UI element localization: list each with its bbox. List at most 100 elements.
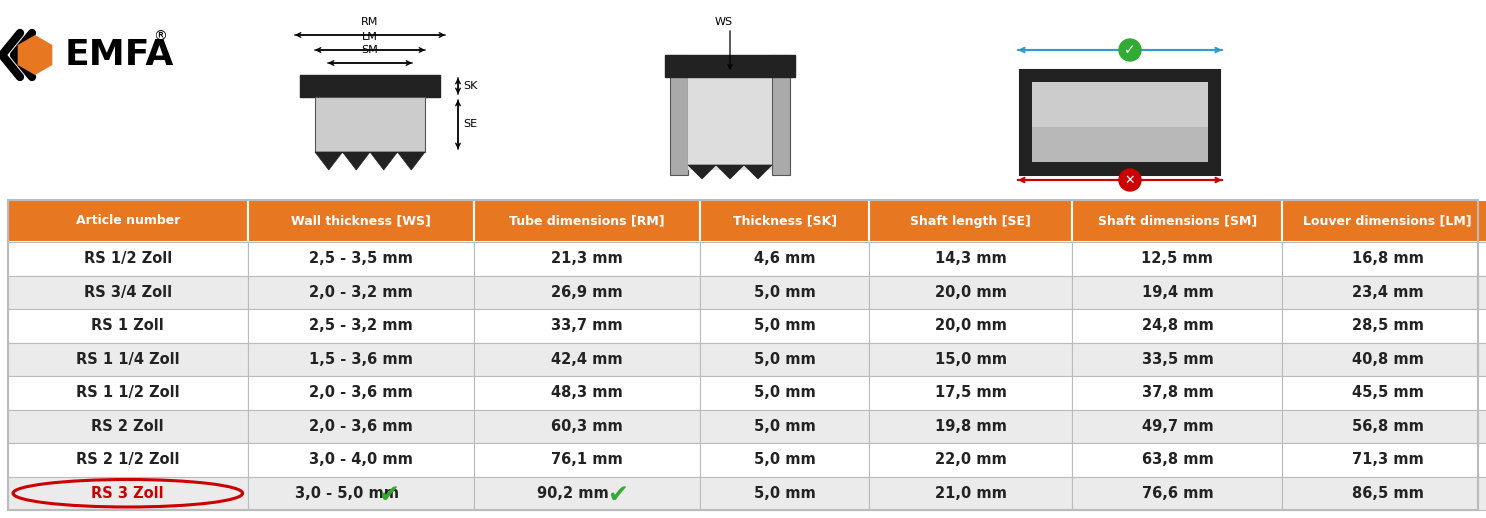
Bar	[1282, 276, 1486, 309]
Bar	[7, 200, 248, 242]
Text: SK: SK	[464, 81, 477, 91]
Bar	[1073, 443, 1282, 477]
Text: Louver dimensions [LM]: Louver dimensions [LM]	[1303, 214, 1473, 227]
Text: 16,8 mm: 16,8 mm	[1352, 251, 1424, 266]
Bar	[7, 376, 248, 410]
Bar	[1073, 200, 1282, 242]
Bar	[248, 242, 474, 276]
Bar	[700, 376, 869, 410]
Text: 63,8 mm: 63,8 mm	[1141, 452, 1213, 467]
Bar	[1282, 443, 1486, 477]
Bar	[773, 55, 791, 175]
Text: SE: SE	[464, 119, 477, 129]
Bar	[248, 376, 474, 410]
Bar	[869, 477, 1073, 510]
Polygon shape	[397, 152, 425, 170]
Text: 2,0 - 3,6 mm: 2,0 - 3,6 mm	[309, 419, 413, 434]
Text: 22,0 mm: 22,0 mm	[935, 452, 1006, 467]
Text: WS: WS	[715, 17, 733, 27]
Text: 28,5 mm: 28,5 mm	[1352, 318, 1424, 333]
Bar	[248, 276, 474, 309]
Text: 20,0 mm: 20,0 mm	[935, 285, 1008, 300]
Bar	[1031, 82, 1208, 162]
Bar	[248, 342, 474, 376]
Bar	[248, 200, 474, 242]
Text: 21,3 mm: 21,3 mm	[551, 251, 623, 266]
Circle shape	[1119, 39, 1141, 61]
Text: 5,0 mm: 5,0 mm	[753, 385, 816, 400]
Bar	[869, 376, 1073, 410]
Text: 2,5 - 3,5 mm: 2,5 - 3,5 mm	[309, 251, 413, 266]
Text: RM: RM	[361, 17, 379, 27]
Bar	[474, 242, 700, 276]
Bar	[869, 200, 1073, 242]
Text: 56,8 mm: 56,8 mm	[1352, 419, 1424, 434]
Text: 5,0 mm: 5,0 mm	[753, 452, 816, 467]
Polygon shape	[744, 165, 773, 179]
Bar	[474, 309, 700, 342]
Bar	[300, 75, 440, 97]
Bar	[1282, 477, 1486, 510]
Text: 19,8 mm: 19,8 mm	[935, 419, 1008, 434]
Text: RS 3/4 Zoll: RS 3/4 Zoll	[83, 285, 172, 300]
Bar	[7, 309, 248, 342]
Polygon shape	[342, 152, 370, 170]
Text: 2,0 - 3,6 mm: 2,0 - 3,6 mm	[309, 385, 413, 400]
Text: 12,5 mm: 12,5 mm	[1141, 251, 1214, 266]
Text: 24,8 mm: 24,8 mm	[1141, 318, 1213, 333]
Bar	[670, 55, 688, 175]
Text: 19,4 mm: 19,4 mm	[1141, 285, 1213, 300]
Bar	[7, 200, 1479, 510]
Text: 86,5 mm: 86,5 mm	[1352, 486, 1424, 501]
Text: 20,0 mm: 20,0 mm	[935, 318, 1008, 333]
Bar	[7, 342, 248, 376]
Bar	[474, 376, 700, 410]
Bar	[869, 242, 1073, 276]
Bar	[1282, 410, 1486, 443]
Bar	[474, 443, 700, 477]
Text: RS 3 Zoll: RS 3 Zoll	[92, 486, 163, 501]
Text: 33,7 mm: 33,7 mm	[551, 318, 623, 333]
Bar	[1073, 342, 1282, 376]
Polygon shape	[688, 165, 716, 179]
Circle shape	[1119, 169, 1141, 191]
Bar	[248, 443, 474, 477]
Bar	[666, 55, 795, 77]
Bar	[474, 200, 700, 242]
Text: 76,1 mm: 76,1 mm	[551, 452, 623, 467]
Text: 4,6 mm: 4,6 mm	[753, 251, 816, 266]
Bar	[474, 410, 700, 443]
Bar	[315, 97, 425, 152]
Bar	[869, 309, 1073, 342]
Text: 14,3 mm: 14,3 mm	[935, 251, 1006, 266]
Bar	[1282, 200, 1486, 242]
Text: 5,0 mm: 5,0 mm	[753, 486, 816, 501]
Polygon shape	[370, 152, 397, 170]
Bar	[1019, 70, 1220, 175]
Text: RS 2 Zoll: RS 2 Zoll	[92, 419, 163, 434]
Bar	[1073, 309, 1282, 342]
Bar	[474, 477, 700, 510]
Bar	[1073, 410, 1282, 443]
Bar	[248, 410, 474, 443]
Bar	[248, 309, 474, 342]
Text: 5,0 mm: 5,0 mm	[753, 318, 816, 333]
Text: Article number: Article number	[76, 214, 180, 227]
Text: 17,5 mm: 17,5 mm	[935, 385, 1008, 400]
Text: 26,9 mm: 26,9 mm	[551, 285, 623, 300]
Bar	[248, 477, 474, 510]
Text: 48,3 mm: 48,3 mm	[551, 385, 623, 400]
Text: 15,0 mm: 15,0 mm	[935, 352, 1008, 367]
Bar	[1073, 376, 1282, 410]
Text: 2,5 - 3,2 mm: 2,5 - 3,2 mm	[309, 318, 413, 333]
Bar	[1282, 309, 1486, 342]
Text: 33,5 mm: 33,5 mm	[1141, 352, 1213, 367]
Bar	[474, 342, 700, 376]
Text: 2,0 - 3,2 mm: 2,0 - 3,2 mm	[309, 285, 413, 300]
Bar	[7, 276, 248, 309]
Bar	[700, 342, 869, 376]
Text: SM: SM	[361, 45, 379, 55]
Text: 49,7 mm: 49,7 mm	[1141, 419, 1213, 434]
Text: RS 1/2 Zoll: RS 1/2 Zoll	[83, 251, 172, 266]
Text: EMFA: EMFA	[65, 38, 174, 72]
